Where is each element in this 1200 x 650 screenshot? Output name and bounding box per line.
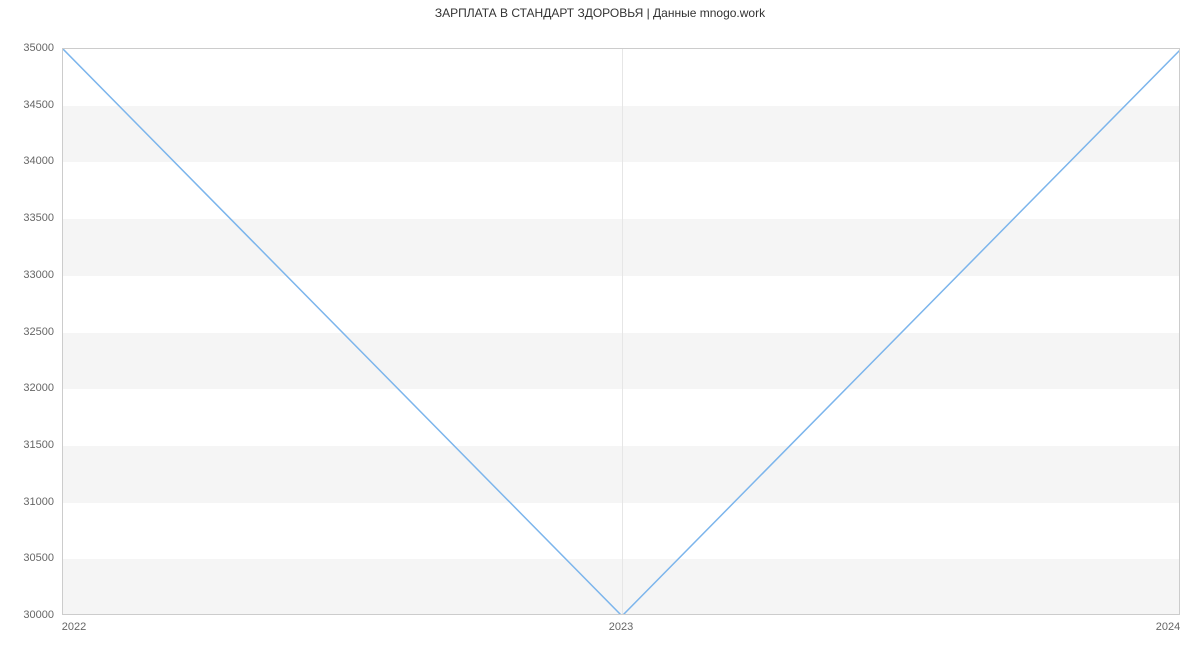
series-line xyxy=(63,49,1180,615)
y-tick-label: 31500 xyxy=(23,439,54,451)
y-tick-label: 32500 xyxy=(23,326,54,338)
line-layer xyxy=(63,49,1180,615)
x-tick-label: 2024 xyxy=(1156,621,1180,633)
y-tick-label: 33500 xyxy=(23,212,54,224)
y-tick-label: 34000 xyxy=(23,155,54,167)
y-tick-label: 32000 xyxy=(23,382,54,394)
y-tick-label: 31000 xyxy=(23,496,54,508)
y-tick-label: 34500 xyxy=(23,99,54,111)
x-tick-label: 2022 xyxy=(62,621,86,633)
y-tick-label: 30500 xyxy=(23,552,54,564)
y-tick-label: 33000 xyxy=(23,269,54,281)
salary-chart: ЗАРПЛАТА В СТАНДАРТ ЗДОРОВЬЯ | Данные mn… xyxy=(0,0,1200,650)
y-tick-label: 35000 xyxy=(23,42,54,54)
x-tick-label: 2023 xyxy=(609,621,633,633)
y-tick-label: 30000 xyxy=(23,609,54,621)
plot-area xyxy=(62,48,1180,615)
chart-title: ЗАРПЛАТА В СТАНДАРТ ЗДОРОВЬЯ | Данные mn… xyxy=(0,6,1200,20)
